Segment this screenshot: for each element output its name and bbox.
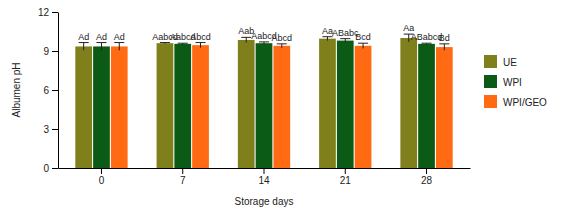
legend: UE WPI WPI/GEO	[484, 55, 547, 108]
tick-label: 9	[43, 46, 49, 57]
tick-mark	[345, 168, 346, 174]
tick-label: 7	[180, 175, 186, 186]
tick-label: 28	[421, 175, 433, 186]
series	[93, 39, 435, 168]
legend-swatch	[484, 95, 497, 108]
tick: 3	[43, 124, 58, 135]
letter-label: Abcd	[272, 33, 293, 43]
bar	[256, 43, 273, 168]
error-bar	[79, 43, 89, 51]
bar	[111, 46, 128, 168]
error-bar	[196, 43, 206, 48]
y-axis-title: Albumen pH	[11, 62, 22, 117]
chart: AdAabcdAabAaAaAdAabcdAabcdABabcABabcdAdA…	[0, 0, 576, 213]
tick: 12	[38, 7, 58, 18]
error-bar	[114, 43, 124, 51]
legend-item: WPI/GEO	[484, 95, 547, 108]
tick-mark	[52, 51, 58, 52]
legend-item: WPI	[484, 75, 522, 88]
letter-label: Ad	[96, 32, 107, 42]
series	[111, 43, 453, 168]
bar	[238, 40, 255, 168]
error-bar	[259, 42, 269, 45]
error-bar	[96, 43, 106, 51]
legend-item: UE	[484, 55, 517, 68]
error-bar	[340, 39, 350, 43]
axis-line	[58, 13, 59, 169]
tick: 28	[421, 168, 433, 186]
tick: 21	[340, 168, 352, 186]
y-axis: 0 3 6 9 12	[38, 7, 59, 174]
legend-swatch	[484, 55, 497, 68]
letters: Ad Abcd Abcd Bcd Bd	[114, 32, 450, 43]
letter-label: Ad	[114, 32, 125, 42]
tick-mark	[52, 90, 58, 91]
tick-label: 14	[258, 175, 270, 186]
letter-label: Bd	[439, 33, 450, 43]
x-axis: 0 7 14 21 28	[59, 168, 471, 186]
letter-label: Abcd	[190, 32, 211, 42]
tick-mark	[52, 129, 58, 130]
series	[75, 34, 417, 168]
plot: AdAabcdAabAaAaAdAabcdAabcdABabcABabcdAdA…	[38, 7, 471, 186]
marks	[75, 34, 452, 168]
tick-label: 3	[43, 124, 49, 135]
error-bar	[277, 44, 287, 48]
tick: 14	[258, 168, 270, 186]
tick-mark	[182, 168, 183, 174]
tick-label: 12	[38, 7, 50, 18]
error-bar	[358, 43, 368, 48]
tick-label: 0	[99, 175, 105, 186]
tick: 7	[180, 168, 186, 186]
tick-mark	[52, 168, 58, 169]
error-bar	[439, 44, 449, 51]
error-bar	[422, 43, 432, 44]
legend-label: UE	[503, 57, 517, 68]
tick-label: 21	[340, 175, 352, 186]
tick-mark	[52, 12, 58, 13]
letter-label: Ad	[78, 32, 89, 42]
bar	[400, 38, 417, 168]
bar	[319, 39, 336, 168]
x-axis-title: Storage days	[235, 196, 294, 207]
tick: 0	[99, 168, 105, 186]
error-bar	[241, 37, 251, 42]
legend-label: WPI/GEO	[503, 97, 547, 108]
letter-label: ABabcd	[411, 32, 443, 42]
bar	[174, 44, 191, 168]
bar	[436, 47, 453, 168]
error-bar	[160, 43, 170, 44]
error-bar	[322, 37, 332, 41]
bar	[355, 46, 372, 168]
bar	[93, 46, 110, 168]
legend-swatch	[484, 75, 497, 88]
tick-mark	[264, 168, 265, 174]
bar	[157, 43, 174, 168]
letter-label: Bcd	[355, 32, 371, 42]
letters: AdAabcdAabcdABabcABabcd	[96, 28, 442, 43]
bar	[418, 44, 435, 168]
tick-mark	[101, 168, 102, 174]
legend-label: WPI	[503, 77, 522, 88]
tick: 9	[43, 46, 58, 57]
tick-label: 0	[43, 163, 49, 174]
bar	[273, 46, 290, 168]
tick-label: 6	[43, 85, 49, 96]
bar	[337, 41, 354, 168]
bar	[75, 46, 92, 168]
letters: AdAabcdAabAaAa	[78, 23, 414, 41]
tick: 6	[43, 85, 58, 96]
bar	[192, 45, 209, 168]
tick-mark	[426, 168, 427, 174]
tick: 0	[43, 163, 58, 174]
error-bar	[178, 43, 188, 44]
